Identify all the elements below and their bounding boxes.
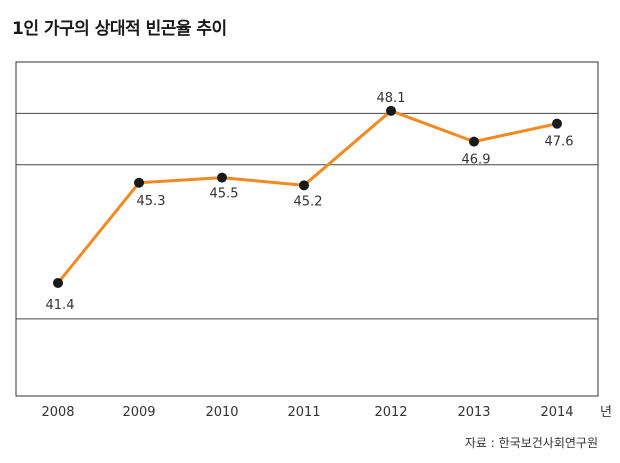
data-label: 45.2 <box>294 194 323 209</box>
data-point <box>53 277 63 288</box>
data-point <box>217 172 227 183</box>
data-label: 48.1 <box>377 91 406 106</box>
data-label: 45.3 <box>137 194 166 209</box>
data-label: 47.6 <box>545 135 574 150</box>
source-note: 자료 : 한국보건사회연구원 <box>464 436 598 450</box>
chart-title: 1인 가구의 상대적 빈곤율 추이 <box>12 19 227 39</box>
x-tick-label: 2014 <box>540 405 573 420</box>
x-tick-label: 2009 <box>122 405 155 420</box>
data-point <box>469 136 479 147</box>
x-axis-unit: 년 <box>600 405 612 420</box>
data-point <box>386 105 396 116</box>
data-markers <box>53 105 562 288</box>
data-point <box>134 177 144 188</box>
data-labels: 41.4 45.3 45.5 45.2 48.1 46.9 47.6 <box>46 91 574 313</box>
x-tick-label: 2013 <box>457 405 490 420</box>
grid-lines <box>16 112 598 320</box>
plot-frame <box>15 61 599 397</box>
data-point <box>299 180 309 191</box>
data-label: 46.9 <box>462 153 491 168</box>
x-axis-ticks: 2008 2009 2010 2011 2012 2013 2014 <box>41 405 573 420</box>
x-tick-label: 2010 <box>205 405 238 420</box>
x-tick-label: 2011 <box>287 405 320 420</box>
x-tick-label: 2012 <box>374 405 407 420</box>
data-label: 45.5 <box>210 187 239 202</box>
data-label: 41.4 <box>46 298 75 313</box>
data-point <box>552 118 562 129</box>
x-tick-label: 2008 <box>41 405 74 420</box>
